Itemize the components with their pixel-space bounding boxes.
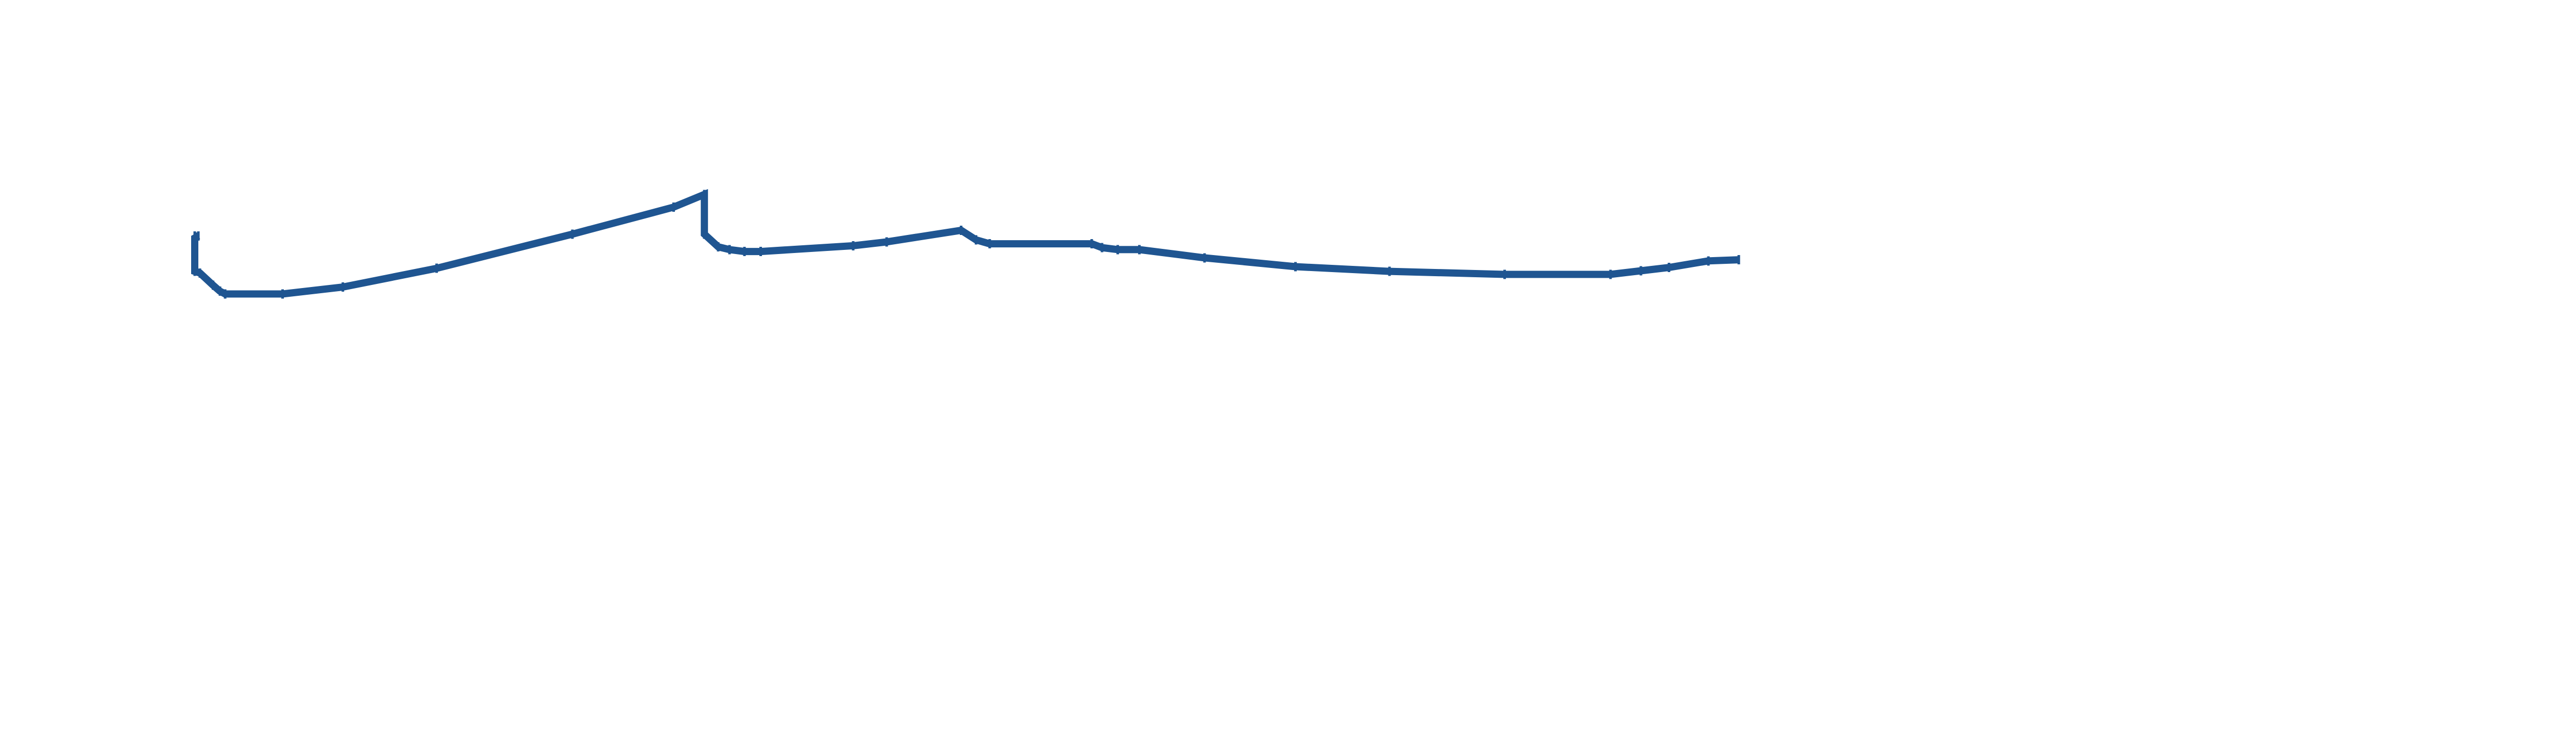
series-line-1 <box>191 189 1739 298</box>
series-layer <box>191 189 1740 299</box>
